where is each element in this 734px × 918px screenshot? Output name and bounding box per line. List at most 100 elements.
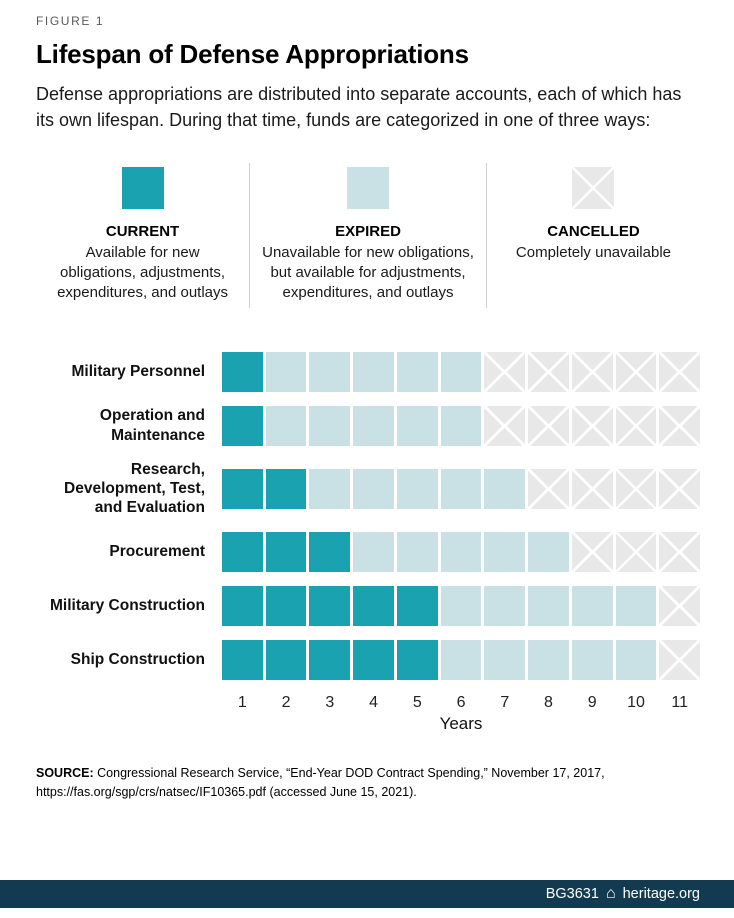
row-label: Ship Construction <box>70 650 205 668</box>
row-label: Procurement <box>109 542 205 560</box>
grid-cell-expired <box>309 351 351 392</box>
grid-cell-expired <box>484 585 526 626</box>
grid-cell-expired <box>571 585 613 626</box>
grid-cell-current <box>309 585 351 626</box>
row-label: Operation and Maintenance <box>99 407 205 444</box>
grid-cell-cancelled <box>659 351 701 392</box>
grid-cell-expired <box>528 639 569 680</box>
grid-cell-current <box>222 531 263 572</box>
grid-cell-cancelled <box>615 531 657 572</box>
row-label: Military Construction <box>49 596 205 614</box>
legend-label-expired: EXPIRED <box>335 222 401 240</box>
grid-cell-expired <box>396 351 438 392</box>
grid-cell-cancelled <box>615 468 657 509</box>
x-axis: 1 2 3 4 5 6 7 8 9 10 11 <box>36 694 700 712</box>
grid-cell-expired <box>440 351 482 392</box>
chart-row: Ship Construction <box>36 639 701 680</box>
grid-cell-expired <box>353 351 394 392</box>
chart-row: Research, Development, Test, and Evaluat… <box>36 460 701 518</box>
legend-swatch-cancelled <box>572 166 615 209</box>
page-title: Lifespan of Defense Appropriations <box>36 39 469 69</box>
legend-swatch-current <box>121 166 164 209</box>
grid-cell-cancelled <box>528 405 569 446</box>
x-tick: 5 <box>412 693 422 711</box>
grid-cell-expired <box>615 585 657 626</box>
grid-cell-cancelled <box>659 639 701 680</box>
grid-cell-expired <box>440 585 482 626</box>
grid-cell-cancelled <box>528 468 569 509</box>
grid-cell-current <box>222 405 263 446</box>
grid-cell-expired <box>396 405 438 446</box>
footer-site: heritage.org <box>622 886 700 902</box>
grid-cell-current <box>309 531 351 572</box>
grid-cell-cancelled <box>571 531 613 572</box>
grid-cell-expired <box>353 405 394 446</box>
x-tick: 6 <box>456 693 466 711</box>
row-cells <box>222 639 701 680</box>
row-cells <box>222 531 701 572</box>
grid-cell-current <box>265 585 307 626</box>
grid-cell-cancelled <box>571 468 613 509</box>
legend-description-expired: Unavailable for new obligations, but ava… <box>262 243 474 302</box>
chart-row: Operation and Maintenance <box>36 405 701 446</box>
x-axis-title: Years <box>439 713 483 733</box>
row-cells <box>222 405 701 446</box>
grid-cell-cancelled <box>484 405 526 446</box>
grid-cell-expired <box>484 468 526 509</box>
source-note: SOURCE: Congressional Research Service, … <box>36 764 676 803</box>
grid-cell-cancelled <box>659 531 701 572</box>
footer-bar: BG3631 ⌂ heritage.org <box>0 880 734 908</box>
grid-cell-cancelled <box>484 351 526 392</box>
grid-cell-expired <box>484 531 526 572</box>
figure-intro: Defense appropriations are distributed i… <box>36 83 682 130</box>
x-tick: 8 <box>544 693 553 711</box>
grid-cell-expired <box>528 531 569 572</box>
grid-cell-cancelled <box>659 585 701 626</box>
grid-cell-current <box>353 639 394 680</box>
grid-cell-cancelled <box>571 351 613 392</box>
grid-cell-current <box>222 639 263 680</box>
heritage-logo-icon: ⌂ <box>605 885 616 902</box>
legend-label-current: CURRENT <box>105 222 180 240</box>
legend: CURRENT Available for new obligations, ad… <box>36 162 700 308</box>
source-label: SOURCE: <box>36 765 94 780</box>
grid-cell-expired <box>265 405 307 446</box>
grid-cell-cancelled <box>615 405 657 446</box>
grid-cell-current <box>222 351 263 392</box>
grid-cell-current <box>265 531 307 572</box>
grid-cell-current <box>309 639 351 680</box>
row-label: Military Personnel <box>71 362 205 380</box>
row-label: Research, Development, Test, and Evaluat… <box>64 460 205 517</box>
grid-cell-expired <box>396 531 438 572</box>
x-tick: 9 <box>587 693 597 711</box>
grid-cell-expired <box>353 531 394 572</box>
grid-cell-current <box>222 585 263 626</box>
x-tick: 11 <box>671 693 689 711</box>
chart-row: Military Personnel <box>36 351 701 392</box>
row-cells <box>222 351 701 392</box>
grid-cell-cancelled <box>528 351 569 392</box>
row-cells <box>222 468 701 509</box>
source-text: Congressional Research Service, “End-Yea… <box>36 765 605 800</box>
grid-cell-expired <box>571 639 613 680</box>
grid-cell-expired <box>440 405 482 446</box>
legend-label-cancelled: CANCELLED <box>547 222 640 240</box>
grid-cell-current <box>396 585 438 626</box>
axis-ticks: 1 2 3 4 5 6 7 8 9 10 11 <box>222 694 700 712</box>
grid-cell-expired <box>440 639 482 680</box>
grid-cell-expired <box>528 585 569 626</box>
x-tick: 3 <box>325 693 335 711</box>
grid-cell-expired <box>265 351 307 392</box>
grid-cell-current <box>396 639 438 680</box>
grid-cell-current <box>222 468 263 509</box>
grid-cell-expired <box>309 468 351 509</box>
grid-cell-cancelled <box>659 468 701 509</box>
footer-report-id: BG3631 <box>545 886 599 902</box>
legend-description-current: Available for new obligations, adjustmen… <box>57 243 229 302</box>
grid-cell-expired <box>615 639 657 680</box>
grid-cell-current <box>353 585 394 626</box>
grid-cell-expired <box>440 468 482 509</box>
figure-label: FIGURE 1 <box>36 14 105 28</box>
x-tick: 10 <box>627 693 645 711</box>
